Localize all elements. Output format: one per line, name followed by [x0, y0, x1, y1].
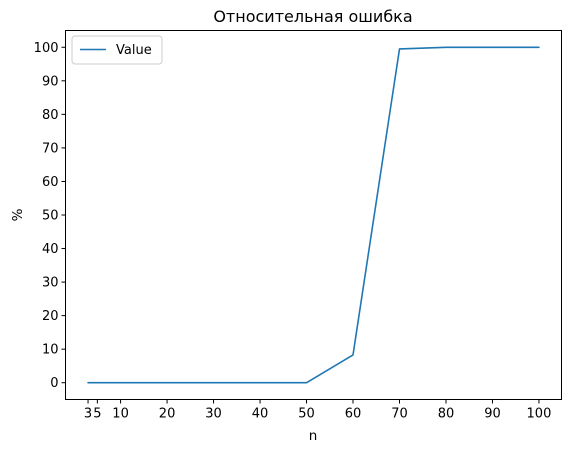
- x-tick-label: 70: [391, 407, 408, 422]
- x-axis: 3 5 10 20 30 40 50 60 70 80 90 100: [84, 399, 552, 422]
- y-tick-label: 60: [42, 175, 59, 190]
- y-tick-label: 90: [42, 74, 59, 89]
- x-tick-label: 30: [205, 407, 222, 422]
- y-tick-label: 20: [42, 309, 59, 324]
- y-tick-label: 80: [42, 108, 59, 123]
- plot-area: [87, 46, 540, 384]
- y-axis-label: %: [10, 208, 26, 221]
- x-axis-label: n: [309, 428, 318, 444]
- x-tick-label: 20: [159, 407, 176, 422]
- legend-box: [71, 35, 163, 65]
- x-tick-label: 40: [252, 407, 269, 422]
- x-tick-label: 10: [112, 407, 129, 422]
- x-tick-label: 50: [298, 407, 315, 422]
- y-axis: 0 10 20 30 40 50 60 70 80 90 100: [34, 41, 66, 391]
- y-tick-label: 100: [34, 41, 59, 56]
- x-tick-label: 3: [84, 407, 92, 422]
- x-tick-label: 60: [345, 407, 362, 422]
- y-tick-label: 70: [42, 141, 59, 156]
- x-tick-label: 5: [93, 407, 101, 422]
- x-tick-label: 90: [484, 407, 501, 422]
- y-tick-label: 40: [42, 242, 59, 257]
- y-tick-label: 50: [42, 209, 59, 224]
- plot-frame: [65, 30, 562, 400]
- x-tick-label: 100: [527, 407, 552, 422]
- y-tick-label: 10: [42, 343, 59, 358]
- y-tick-label: 30: [42, 276, 59, 291]
- series-line-value: [87, 46, 540, 384]
- y-tick-label: 0: [50, 376, 58, 391]
- x-tick-label: 80: [438, 407, 455, 422]
- legend-label: Value: [116, 43, 152, 58]
- chart-title: Относительная ошибка: [213, 7, 412, 26]
- legend: Value: [71, 35, 163, 65]
